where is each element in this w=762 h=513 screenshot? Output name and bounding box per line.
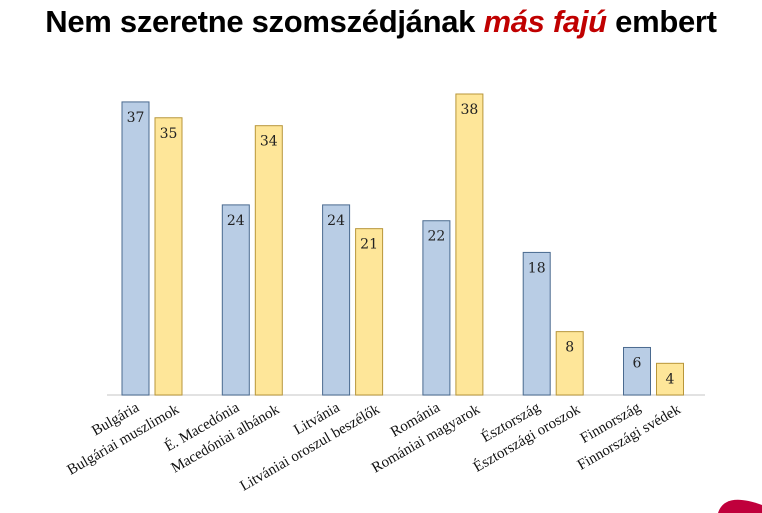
bar-minority bbox=[355, 228, 384, 396]
title-text: Nem szeretne szomszédjának bbox=[45, 4, 484, 39]
data-label-country: 18 bbox=[528, 260, 546, 276]
bar-minority bbox=[455, 93, 484, 396]
bar-minority bbox=[656, 362, 684, 396]
title-text-end: embert bbox=[606, 4, 717, 39]
slide-title: Nem szeretne szomszédjának más fajú embe… bbox=[0, 4, 762, 40]
data-label-country: 22 bbox=[427, 229, 445, 245]
decorative-corner-shape bbox=[718, 499, 762, 513]
data-label-minority: 4 bbox=[666, 371, 675, 387]
bar-minority bbox=[555, 331, 584, 396]
bar-country bbox=[121, 101, 150, 396]
data-label-country: 37 bbox=[127, 110, 145, 126]
data-label-minority: 38 bbox=[460, 102, 478, 118]
bar-country bbox=[623, 346, 651, 396]
bar-minority bbox=[254, 125, 283, 396]
data-label-country: 24 bbox=[327, 213, 345, 229]
data-label-minority: 21 bbox=[360, 237, 378, 253]
bar-minority bbox=[154, 117, 183, 396]
data-label-country: 6 bbox=[633, 355, 642, 371]
title-emphasis: más fajú bbox=[483, 4, 607, 39]
data-label-minority: 34 bbox=[260, 134, 278, 150]
bar-country bbox=[522, 251, 551, 396]
data-label-minority: 35 bbox=[160, 126, 178, 142]
data-label-country: 24 bbox=[227, 213, 245, 229]
bar-country bbox=[422, 220, 451, 396]
bar-country bbox=[322, 204, 351, 396]
data-label-minority: 8 bbox=[565, 340, 574, 356]
bar-country bbox=[221, 204, 250, 396]
